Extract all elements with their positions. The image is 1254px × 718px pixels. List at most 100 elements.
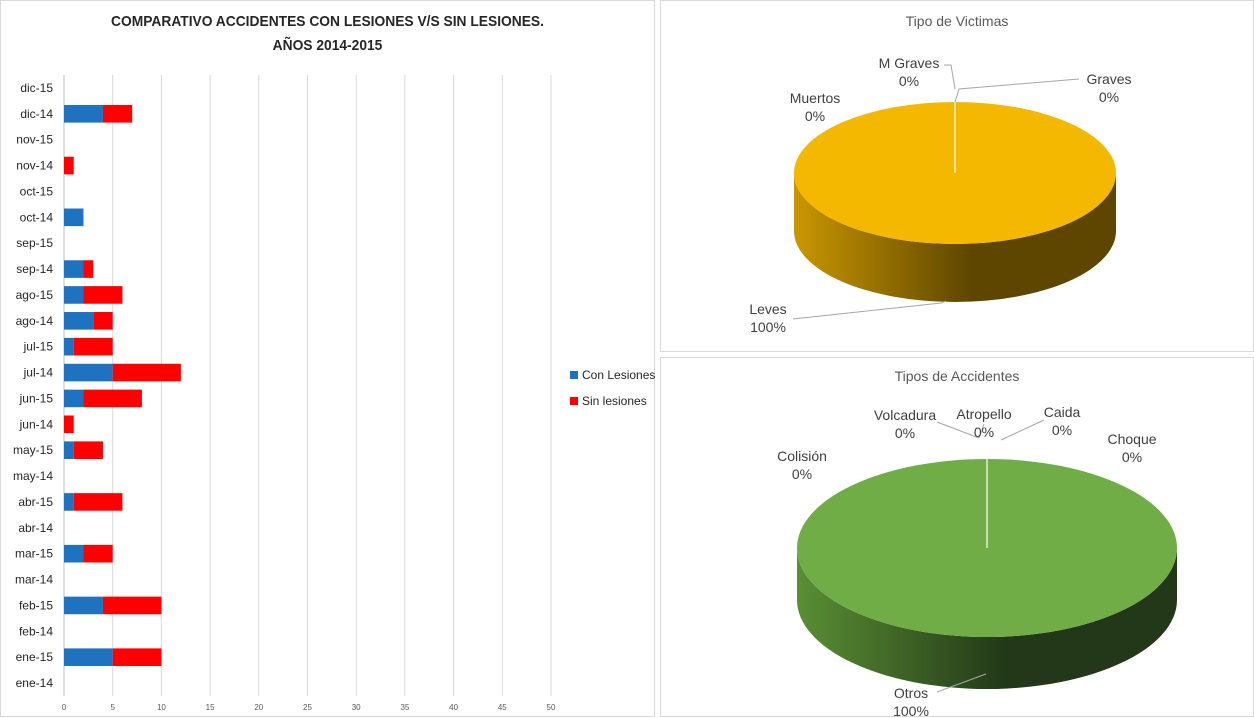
pie-label-percent: 0% bbox=[805, 108, 825, 124]
bar-con-lesiones bbox=[64, 105, 103, 123]
category-label: dic-14 bbox=[20, 107, 53, 121]
leader-line bbox=[978, 423, 985, 439]
pie-label-name: Caida bbox=[1044, 404, 1081, 420]
pie-label-name: Colisión bbox=[777, 448, 827, 464]
x-tick-label: 50 bbox=[547, 703, 556, 712]
leader-line bbox=[792, 300, 947, 320]
bar-con-lesiones bbox=[64, 596, 103, 615]
pie-label-name: Muertos bbox=[790, 90, 841, 106]
bar-sin-lesiones bbox=[83, 544, 113, 563]
pie-label-percent: 0% bbox=[1052, 422, 1072, 438]
pie-label-percent: 0% bbox=[974, 424, 994, 440]
x-tick-label: 30 bbox=[352, 703, 361, 712]
category-label: nov-14 bbox=[16, 159, 53, 173]
bar-con-lesiones bbox=[64, 312, 94, 330]
bar-con-lesiones bbox=[64, 337, 74, 356]
bar-sin-lesiones bbox=[112, 648, 162, 666]
pie-slice-side bbox=[797, 548, 1177, 689]
x-tick-label: 20 bbox=[254, 703, 263, 712]
category-label: jun-15 bbox=[19, 391, 54, 405]
category-label: sep-15 bbox=[16, 236, 53, 250]
bar-chart-title-line1: COMPARATIVO ACCIDENTES CON LESIONES V/S … bbox=[111, 13, 544, 30]
bar-sin-lesiones bbox=[93, 312, 113, 330]
bar-sin-lesiones bbox=[102, 596, 162, 615]
category-label: jul-14 bbox=[23, 366, 54, 380]
pie-slice-side bbox=[794, 173, 1116, 302]
pie-label-name: Atropello bbox=[956, 406, 1011, 422]
pie-chart-victimas-panel: Tipo de Victimas M Graves 0% Graves 0% Muert… bbox=[660, 0, 1254, 352]
legend-entry: Con Lesiones bbox=[582, 368, 655, 382]
pie-chart-victimas: M Graves 0% Graves 0% Muertos 0% Leves 100% bbox=[749, 55, 1131, 335]
category-label: ago-14 bbox=[16, 314, 54, 328]
pie-chart-accidentes-panel: Tipos de Accidentes Volcadura 0% Atropello… bbox=[660, 357, 1254, 718]
category-label: oct-14 bbox=[20, 210, 54, 224]
pie-label-percent: 0% bbox=[895, 425, 915, 441]
legend-swatch bbox=[570, 397, 578, 405]
bar-sin-lesiones bbox=[73, 493, 123, 511]
pie-chart-victimas-title: Tipo de Victimas bbox=[905, 13, 1009, 29]
pie-chart-accidentes: Volcadura 0% Atropello 0% Caida 0% Choque 0% Col… bbox=[777, 404, 1177, 718]
x-tick-label: 45 bbox=[498, 703, 507, 712]
pie-label-percent: 100% bbox=[893, 703, 929, 718]
category-label: dic-15 bbox=[20, 81, 53, 95]
bar-con-lesiones bbox=[64, 544, 84, 563]
category-label: jul-15 bbox=[23, 340, 54, 354]
category-label: feb-14 bbox=[19, 624, 53, 638]
x-tick-label: 5 bbox=[110, 703, 115, 712]
bar-chart-panel: COMPARATIVO ACCIDENTES CON LESIONES V/S … bbox=[0, 0, 655, 717]
pie-label-name: Leves bbox=[749, 301, 786, 317]
bar-con-lesiones bbox=[64, 648, 113, 666]
bar-sin-lesiones bbox=[112, 363, 181, 382]
category-label: may-15 bbox=[13, 443, 53, 457]
bar-con-lesiones bbox=[64, 441, 74, 459]
pie-label-percent: 0% bbox=[792, 466, 812, 482]
bar-sin-lesiones bbox=[83, 260, 94, 278]
bar-sin-lesiones bbox=[83, 286, 123, 304]
bar-con-lesiones bbox=[64, 389, 84, 408]
x-tick-label: 40 bbox=[449, 703, 458, 712]
category-label: mar-14 bbox=[15, 573, 53, 587]
category-label: abr-15 bbox=[18, 495, 53, 509]
bar-sin-lesiones bbox=[64, 156, 74, 175]
category-label: nov-15 bbox=[16, 133, 53, 147]
bar-con-lesiones bbox=[64, 363, 113, 382]
x-tick-label: 25 bbox=[303, 703, 312, 712]
category-label: mar-15 bbox=[15, 547, 53, 561]
pie-label-percent: 0% bbox=[1122, 449, 1142, 465]
pie-chart-accidentes-title: Tipos de Accidentes bbox=[894, 368, 1020, 384]
x-tick-label: 0 bbox=[62, 703, 67, 712]
category-label: feb-15 bbox=[19, 598, 53, 612]
pie-label-percent: 0% bbox=[1099, 89, 1119, 105]
category-label: ene-14 bbox=[16, 676, 54, 690]
x-tick-label: 15 bbox=[206, 703, 215, 712]
bar-sin-lesiones bbox=[73, 441, 103, 459]
x-tick-label: 10 bbox=[157, 703, 166, 712]
pie-label-name: M Graves bbox=[879, 55, 940, 71]
pie-label-percent: 100% bbox=[750, 319, 786, 335]
pie-label-percent: 0% bbox=[899, 73, 919, 89]
leader-line bbox=[1000, 419, 1045, 441]
leader-line bbox=[936, 673, 987, 693]
bar-con-lesiones bbox=[64, 286, 84, 304]
pie-label-name: Choque bbox=[1107, 431, 1156, 447]
category-label: may-14 bbox=[13, 469, 53, 483]
category-label: ene-15 bbox=[16, 650, 54, 664]
category-label: oct-15 bbox=[20, 184, 54, 198]
leader-line bbox=[944, 64, 956, 90]
pie-label-name: Volcadura bbox=[874, 407, 936, 423]
bar-sin-lesiones bbox=[64, 415, 74, 434]
category-label: sep-14 bbox=[16, 262, 53, 276]
bar-sin-lesiones bbox=[73, 337, 113, 356]
pie-label-name: Graves bbox=[1086, 71, 1131, 87]
bar-con-lesiones bbox=[64, 493, 74, 511]
leader-line bbox=[954, 78, 1080, 103]
bar-con-lesiones bbox=[64, 208, 84, 227]
bar-con-lesiones bbox=[64, 260, 84, 278]
x-tick-label: 35 bbox=[400, 703, 409, 712]
bar-sin-lesiones bbox=[83, 389, 142, 408]
bar-chart-plot: 0 5 10 15 20 25 30 35 40 45 50 dic-15 dic-14 nov-15 no… bbox=[13, 75, 655, 712]
legend-entry: Sin lesiones bbox=[582, 394, 647, 408]
pie-label-name: Otros bbox=[894, 685, 928, 701]
category-label: jun-14 bbox=[19, 417, 54, 431]
bar-chart-title-line2: AÑOS 2014-2015 bbox=[272, 37, 383, 54]
